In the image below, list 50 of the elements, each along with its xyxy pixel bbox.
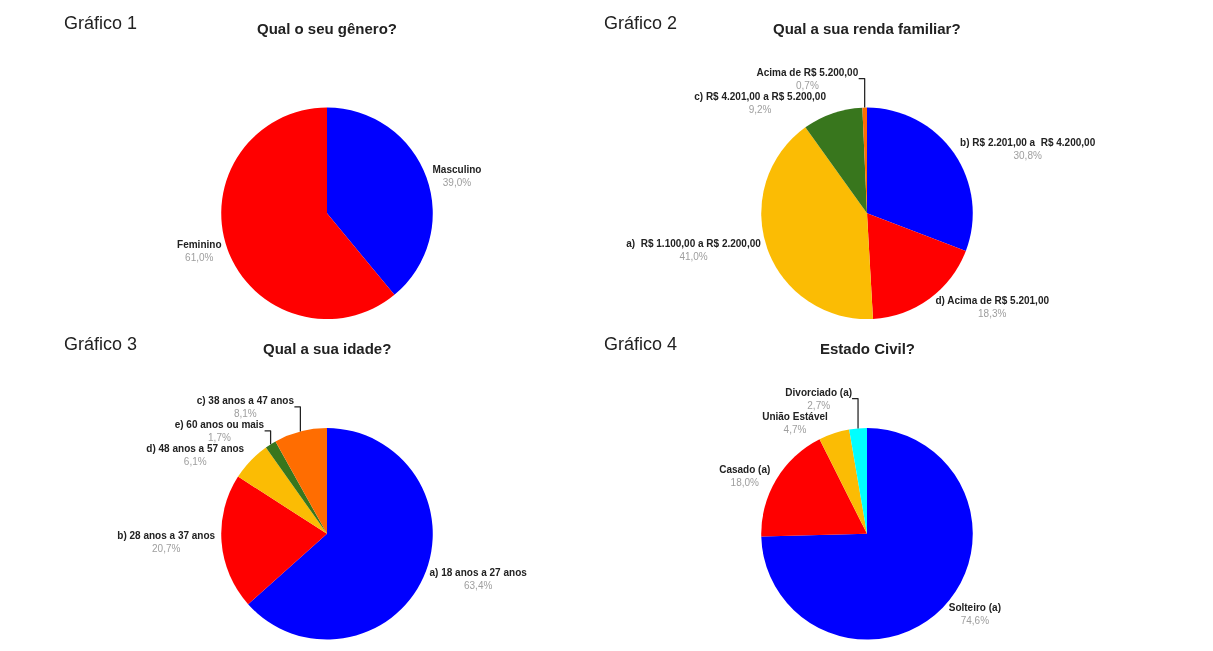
data-label: 18,3%	[978, 307, 1007, 319]
pie-slice	[867, 107, 973, 252]
data-label: 18,0%	[730, 477, 760, 489]
slice-label: Acima de R$ 5.200,00	[756, 66, 859, 78]
data-label: 41,0%	[679, 250, 708, 262]
data-label: 2,7%	[807, 399, 831, 411]
data-label: 9,2%	[748, 103, 772, 115]
slice-label: Masculino	[432, 164, 482, 176]
pie-slice	[805, 107, 867, 214]
slice-label: a) R$ 1.100,00 a R$ 2.200,00	[626, 237, 762, 249]
slice-label: d) 48 anos a 57 anos	[146, 442, 245, 454]
data-label: 0,7%	[795, 79, 819, 91]
slice-label: c) R$ 4.201,00 a R$ 5.200,00	[694, 90, 827, 102]
slice-label: a) 18 anos a 27 anos	[429, 567, 528, 579]
pie-slice	[265, 441, 327, 534]
slice-label: b) R$ 2.201,00 a R$ 4.200,00	[960, 137, 1096, 149]
data-label: 30,8%	[1013, 150, 1042, 162]
text: Gráfico 2	[604, 13, 678, 33]
data-label: 61,0%	[185, 251, 214, 263]
slice-label: Divorciado (a)	[785, 386, 853, 398]
pie-slice	[849, 428, 867, 534]
data-label: 20,7%	[152, 543, 181, 555]
slice-label: e) 60 anos ou mais	[174, 418, 265, 430]
slice-label: União Estável	[762, 410, 828, 422]
slice-label: Casado (a)	[719, 464, 771, 476]
data-label: 6,1%	[183, 455, 207, 467]
data-label: 8,1%	[233, 407, 257, 419]
text: Gráfico 3	[64, 334, 138, 354]
pie-slice	[221, 476, 327, 605]
pie-slice	[221, 107, 395, 319]
pie-slice	[761, 127, 873, 319]
data-label: 39,0%	[442, 177, 472, 189]
chart-title: Qual a sua idade?	[263, 340, 392, 357]
slice-label: Solteiro (a)	[948, 601, 1001, 613]
slice-label: c) 38 anos a 47 anos	[196, 394, 295, 406]
text: Gráfico 4	[604, 334, 678, 354]
pie-slice	[327, 107, 433, 295]
chart-title: Qual a sua renda familiar?	[773, 20, 961, 37]
pie-slice	[275, 428, 327, 534]
data-label: 63,4%	[463, 580, 493, 592]
chart-title: Estado Civil?	[820, 340, 916, 357]
data-label: 4,7%	[783, 423, 807, 435]
pie-slice	[819, 429, 867, 534]
slice-label: Feminino	[177, 238, 222, 250]
data-label: 74,6%	[960, 614, 990, 626]
chart-title: Qual o seu gênero?	[257, 20, 398, 37]
data-label: 1,7%	[208, 431, 231, 443]
slice-label: b) 28 anos a 37 anos	[117, 530, 216, 542]
slice-label: d) Acima de R$ 5.201,00	[935, 294, 1050, 306]
text: Gráfico 1	[64, 13, 138, 33]
